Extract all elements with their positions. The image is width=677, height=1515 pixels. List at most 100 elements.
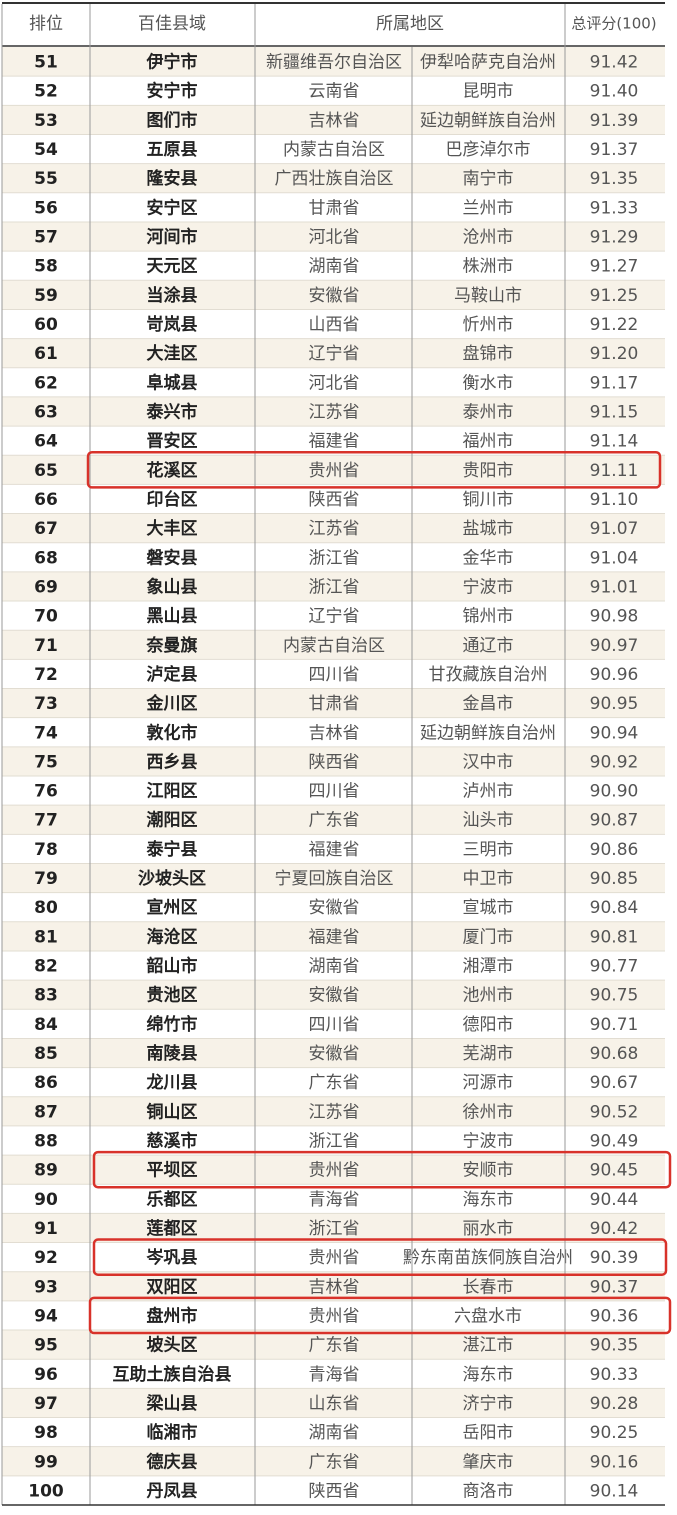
row-shade [2,1155,665,1185]
row-cell: 福建省 [309,927,360,947]
row-cell: 福建省 [309,840,360,860]
row-cell: 91.20 [590,344,639,364]
row-cell: 91.25 [590,286,639,306]
row-cell: 91.33 [590,198,639,218]
row-cell: 90.68 [590,1044,639,1064]
row-cell: 安徽省 [309,898,360,918]
row-cell: 福建省 [309,432,360,452]
row-cell: 91.01 [590,577,639,597]
row-cell: 贵州省 [309,1161,360,1181]
row-cell: 90.45 [590,1161,639,1181]
row-cell: 延边朝鲜族自治州 [420,723,556,743]
row-shade [2,746,665,776]
row-shade [2,105,665,135]
row-cell: 安徽省 [309,986,360,1006]
row-cell: 90.16 [590,1452,639,1472]
row-cell: 陕西省 [309,752,360,772]
row-cell: 江苏省 [309,519,360,539]
rank-cell: 91 [34,1219,58,1239]
row-shade [2,455,665,485]
row-cell: 四川省 [309,1015,360,1035]
rank-cell: 80 [34,898,58,918]
rank-cell: 96 [34,1365,58,1385]
rank-cell: 68 [34,548,58,568]
rank-cell: 60 [34,315,58,335]
row-shade [2,1446,665,1476]
row-cell: 广东省 [309,1452,360,1472]
rank-cell: 99 [34,1452,58,1472]
rank-cell: 58 [34,257,58,277]
row-cell: 德阳市 [463,1015,514,1035]
row-cell: 90.67 [590,1073,639,1093]
row-cell: 中卫市 [463,869,514,889]
row-cell: 沙坡头区 [138,868,206,889]
row-cell: 宁波市 [463,577,514,597]
rank-cell: 67 [34,519,58,539]
rank-cell: 89 [34,1161,58,1181]
row-cell: 忻州市 [463,315,514,335]
row-shade [2,805,665,835]
rank-cell: 62 [34,373,58,393]
row-cell: 泸定县 [147,664,198,685]
row-cell: 贵州省 [309,1306,360,1326]
row-cell: 海东市 [463,1365,514,1385]
row-cell: 汕头市 [463,811,514,831]
rank-cell: 52 [34,82,58,102]
row-cell: 90.36 [590,1306,639,1326]
row-cell: 黔东南苗族侗族自治州 [403,1248,573,1268]
row-cell: 汉中市 [463,752,514,772]
row-cell: 河北省 [309,228,360,248]
header-cell: 排位 [29,14,63,34]
row-cell: 厦门市 [463,927,514,947]
rank-cell: 69 [34,577,58,597]
row-cell: 海沧区 [147,926,198,947]
row-cell: 90.97 [590,636,639,656]
row-cell: 江苏省 [309,1102,360,1122]
rank-cell: 85 [34,1044,58,1064]
row-cell: 90.92 [590,752,639,772]
row-cell: 铜山区 [147,1101,198,1122]
row-cell: 韶山市 [147,956,198,977]
row-cell: 91.14 [590,432,639,452]
row-cell: 慈溪市 [147,1131,198,1152]
row-shade [2,513,665,543]
row-cell: 黑山县 [147,607,198,627]
row-cell: 吉林省 [309,1277,360,1297]
rank-cell: 70 [34,607,58,627]
row-shade [2,571,665,602]
row-shade [2,47,665,77]
rank-cell: 95 [34,1336,58,1356]
row-cell: 南陵县 [147,1043,198,1064]
row-cell: 绵竹市 [147,1014,198,1035]
rank-cell: 81 [34,927,58,947]
row-cell: 阜城县 [147,372,198,393]
row-cell: 坡头区 [147,1335,198,1356]
row-cell: 象山县 [147,576,198,597]
row-cell: 91.11 [590,461,639,481]
row-cell: 90.39 [590,1248,639,1268]
row-cell: 南宁市 [463,169,514,189]
row-cell: 金昌市 [463,694,514,714]
row-cell: 90.85 [590,869,639,889]
row-cell: 山西省 [309,315,360,335]
row-cell: 湘潭市 [463,957,514,977]
highlight-frame [92,1238,668,1276]
row-cell: 江苏省 [309,403,360,423]
row-cell: 大丰区 [147,518,198,539]
row-cell: 平坝区 [147,1161,198,1181]
rank-cell: 53 [34,111,58,131]
row-cell: 90.77 [590,957,639,977]
rank-cell: 86 [34,1073,58,1093]
row-cell: 安顺市 [463,1161,514,1181]
rank-cell: 82 [34,957,58,977]
row-cell: 90.71 [590,1015,639,1035]
rank-cell: 66 [34,490,58,510]
rank-cell: 83 [34,986,58,1006]
rank-cell: 51 [34,53,58,73]
row-cell: 互助土族自治县 [113,1364,232,1385]
rank-cell: 97 [34,1394,58,1414]
row-cell: 福州市 [463,432,514,452]
rank-cell: 100 [28,1481,64,1501]
row-cell: 湖南省 [309,257,360,277]
rank-cell: 57 [34,228,58,248]
